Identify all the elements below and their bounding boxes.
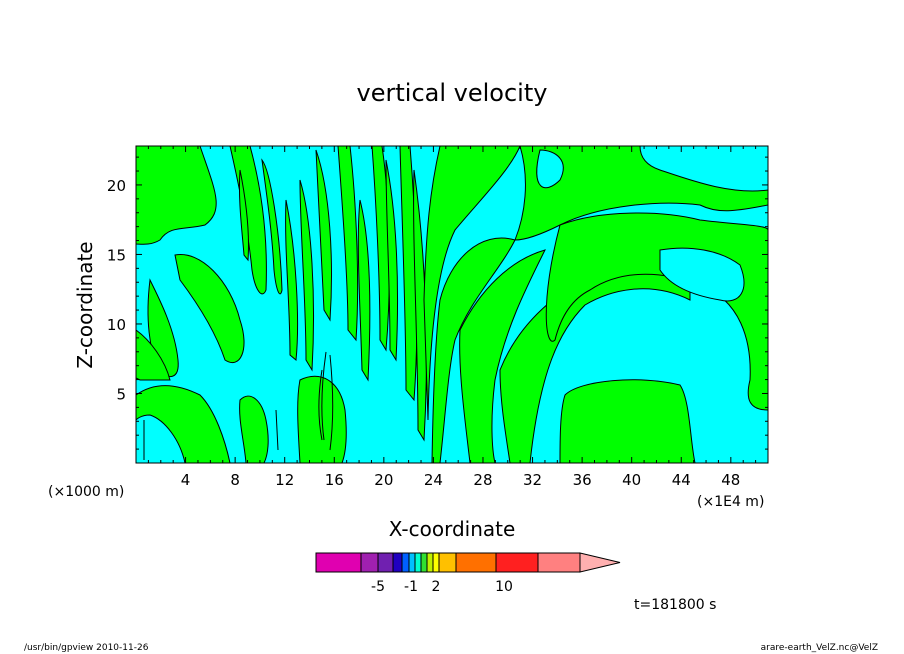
colorbar-segment bbox=[401, 552, 410, 573]
colorbar-tick-label: 10 bbox=[495, 579, 513, 595]
y-tick-label: 15 bbox=[107, 246, 126, 264]
y-axis: 5 10 15 20 bbox=[107, 156, 768, 450]
x-tick-label: 32 bbox=[523, 471, 542, 489]
colorbar-segment bbox=[432, 552, 440, 573]
x-tick-label: 40 bbox=[622, 471, 641, 489]
y-tick-label: 20 bbox=[107, 177, 126, 195]
colorbar bbox=[315, 552, 621, 573]
x-tick-label: 8 bbox=[230, 471, 240, 489]
footer-right: arare-earth_VelZ.nc@VelZ bbox=[761, 643, 878, 653]
contour-streaks bbox=[143, 351, 334, 460]
colorbar-arrow bbox=[579, 552, 621, 573]
colorbar-segment bbox=[408, 552, 416, 573]
chart-title: vertical velocity bbox=[357, 79, 548, 107]
colorbar-segment bbox=[315, 552, 362, 573]
x-tick-label: 48 bbox=[721, 471, 740, 489]
x-unit-left: (×1000 m) bbox=[48, 484, 124, 500]
colorbar-segment bbox=[377, 552, 394, 573]
colorbar-segment bbox=[438, 552, 457, 573]
plot-frame bbox=[135, 145, 769, 464]
colorbar-segment bbox=[495, 552, 539, 573]
x-tick-label: 16 bbox=[325, 471, 344, 489]
colorbar-segment bbox=[360, 552, 379, 573]
colorbar-segment bbox=[537, 552, 581, 573]
colorbar-tick-label: 2 bbox=[432, 579, 441, 595]
colorbar-tick-label: -5 bbox=[371, 579, 385, 595]
colorbar-segment bbox=[392, 552, 403, 573]
y-tick-label: 5 bbox=[116, 385, 126, 403]
x-axis-label: X-coordinate bbox=[389, 517, 516, 541]
x-tick-label: 44 bbox=[672, 471, 691, 489]
footer-left: /usr/bin/gpview 2010-11-26 bbox=[24, 643, 149, 653]
y-tick-label: 10 bbox=[107, 316, 126, 334]
colorbar-tick-label: -1 bbox=[404, 579, 418, 595]
x-tick-label: 24 bbox=[424, 471, 443, 489]
x-tick-label: 4 bbox=[181, 471, 191, 489]
colorbar-segment bbox=[455, 552, 497, 573]
x-tick-label: 20 bbox=[374, 471, 393, 489]
x-unit-right: (×1E4 m) bbox=[697, 494, 764, 510]
colorbar-ticks: -5 -1 2 10 bbox=[371, 579, 513, 595]
x-tick-label: 12 bbox=[275, 471, 294, 489]
x-tick-label: 36 bbox=[573, 471, 592, 489]
x-tick-label: 28 bbox=[473, 471, 492, 489]
colorbar-segment bbox=[420, 552, 428, 573]
colorbar-segment bbox=[426, 552, 434, 573]
y-axis-label: Z-coordinate bbox=[73, 241, 97, 368]
time-label: t=181800 s bbox=[634, 597, 716, 613]
x-axis: 4 8 12 16 20 24 28 32 36 40 44 48 bbox=[147, 146, 757, 489]
colorbar-segment bbox=[414, 552, 422, 573]
plot-area bbox=[136, 146, 768, 463]
contour-positive-regions bbox=[136, 146, 768, 463]
